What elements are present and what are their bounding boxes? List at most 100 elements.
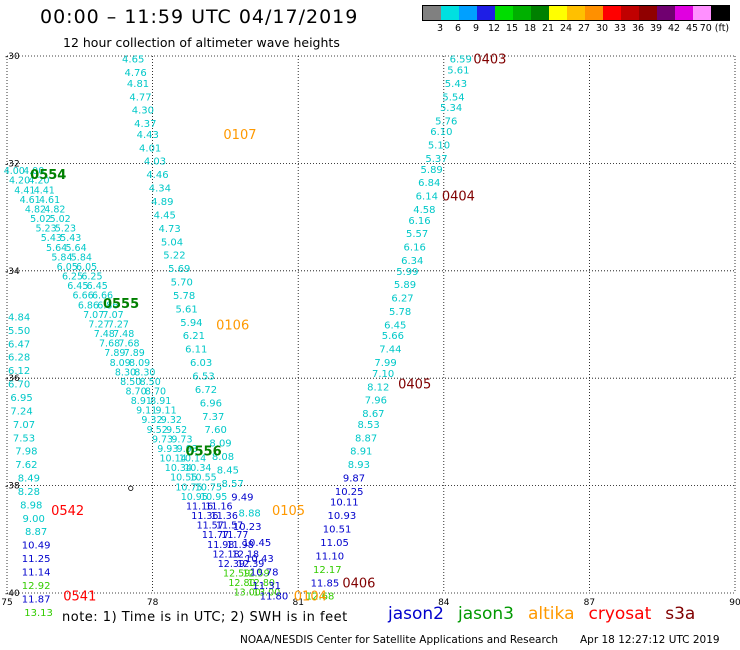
- wave-height-mark: 6.25: [81, 272, 102, 283]
- wave-height-mark: 11.77: [202, 530, 229, 541]
- wave-height-mark: 10.34: [165, 463, 192, 474]
- color-scale-label: 30: [595, 23, 609, 34]
- wave-height-value: 7.62: [15, 460, 37, 471]
- wave-height-value: 10.25: [335, 487, 364, 498]
- wave-height-mark: 12.18: [212, 549, 239, 560]
- legend-item-jason2: jason2: [388, 604, 444, 624]
- color-scale-cell: [711, 6, 729, 20]
- wave-height-mark: 13.00: [234, 588, 261, 599]
- wave-height-mark: 6.66: [73, 291, 94, 302]
- wave-height-mark: 5.43: [60, 233, 81, 244]
- color-scale-bar: [422, 5, 730, 21]
- wave-height-value: 5.70: [171, 278, 193, 289]
- wave-height-mark: 11.57: [197, 521, 224, 532]
- wave-height-mark: 11.98: [227, 540, 254, 551]
- wave-height-mark: 10.95: [200, 492, 227, 503]
- wave-height-value: 6.84: [418, 178, 440, 189]
- wave-height-value: 4.89: [151, 197, 173, 208]
- wave-height-mark: 6.05: [76, 262, 97, 273]
- units-note: note: 1) Time is in UTC; 2) SWH is in fe…: [62, 610, 348, 625]
- wave-height-value: 6.53: [192, 372, 214, 383]
- wave-height-mark: 4.20: [9, 176, 30, 187]
- color-scale-cell: [459, 6, 477, 20]
- wave-height-mark: 4.41: [34, 185, 55, 196]
- wave-height-mark: 7.07: [83, 310, 104, 321]
- wave-height-value: 9.00: [23, 514, 45, 525]
- wave-height-value: 7.98: [15, 447, 37, 458]
- wave-height-value: 5.34: [440, 103, 462, 114]
- wave-height-mark: 8.30: [115, 367, 136, 378]
- pass-label: 0555: [103, 297, 139, 312]
- pass-label: 0556: [185, 445, 221, 460]
- pass-label: 0405: [398, 378, 431, 393]
- wave-height-mark: 10.55: [170, 473, 197, 484]
- wave-height-mark: 5.43: [41, 233, 62, 244]
- wave-height-mark: 8.09: [110, 358, 131, 369]
- wave-height-mark: 4.41: [14, 185, 35, 196]
- wave-height-mark: 8.50: [120, 377, 141, 388]
- wave-height-mark: 5.02: [50, 214, 71, 225]
- wave-height-value: 4.43: [137, 130, 159, 141]
- color-scale-cell: [549, 6, 567, 20]
- wave-height-mark: 11.98: [207, 540, 234, 551]
- wave-height-value: 10.49: [22, 541, 51, 552]
- wave-height-value: 7.60: [205, 425, 227, 436]
- pass-label: 0554: [30, 168, 66, 183]
- wave-height-value: 4.37: [134, 119, 156, 130]
- wave-height-value: 5.94: [180, 318, 202, 329]
- wave-height-value: 8.28: [18, 487, 40, 498]
- wave-height-value: 11.14: [22, 568, 51, 579]
- wave-height-value: 9.49: [231, 492, 253, 503]
- latitude-tick-label: -40: [5, 589, 20, 599]
- pass-label: 0542: [51, 504, 84, 519]
- wave-height-mark: 12.18: [232, 549, 259, 560]
- color-scale-labels: 3 6 9 12 15 18 21 24 27 30 33 36 39 42 45 70 (ft): [422, 23, 730, 35]
- color-scale-label: 21: [541, 23, 555, 34]
- color-scale-cell: [639, 6, 657, 20]
- generated-timestamp: Apr 18 12:27:12 UTC 2019: [580, 634, 720, 646]
- color-scale-label: 70 (ft): [699, 23, 730, 34]
- wave-height-mark: 6.25: [62, 272, 83, 283]
- longitude-tick-label: 90: [729, 598, 740, 608]
- color-scale-label: 15: [505, 23, 519, 34]
- wave-height-value: 11.87: [22, 594, 51, 605]
- pass-label: 0406: [342, 576, 375, 591]
- wave-height-value: 5.99: [396, 267, 418, 278]
- wave-height-value: 6.21: [183, 331, 205, 342]
- color-scale-cell: [513, 6, 531, 20]
- wave-height-mark: 6.86: [78, 300, 99, 311]
- longitude-tick-label: 78: [147, 598, 159, 608]
- wave-height-value: 8.91: [350, 447, 372, 458]
- wave-height-value: 8.49: [18, 474, 40, 485]
- wave-height-value: 5.78: [389, 307, 411, 318]
- pass-label: 0104: [294, 590, 327, 605]
- longitude-tick-label: 75: [1, 598, 12, 608]
- wave-height-value: 10.23: [233, 522, 262, 533]
- wave-height-value: 4.30: [132, 106, 154, 117]
- wave-height-value: 11.85: [311, 578, 340, 589]
- map-grid: [6, 55, 736, 594]
- color-scale-label: 39: [649, 23, 663, 34]
- wave-height-value: 6.45: [384, 321, 406, 332]
- legend-item-altika: altika: [528, 604, 575, 624]
- wave-height-mark: 12.80: [228, 578, 255, 589]
- wave-height-value: 10.93: [328, 511, 357, 522]
- wave-height-value: 6.11: [185, 345, 207, 356]
- color-scale-label: 9: [472, 23, 480, 34]
- wave-height-value: 13.13: [24, 608, 53, 619]
- wave-height-mark: 7.48: [113, 329, 134, 340]
- color-scale-cell: [657, 6, 675, 20]
- wave-height-value: 6.70: [8, 380, 30, 391]
- wave-height-mark: 7.27: [108, 319, 129, 330]
- wave-height-mark: 6.45: [87, 281, 108, 292]
- wave-height-mark: 12.39: [218, 559, 245, 570]
- wave-height-mark: 9.11: [155, 406, 176, 417]
- wave-height-mark: 12.80: [248, 578, 275, 589]
- wave-height-mark: 9.52: [147, 425, 168, 436]
- latitude-tick-label: -30: [5, 52, 20, 62]
- wave-height-mark: 6.05: [57, 262, 78, 273]
- pass-label: 0541: [63, 590, 96, 605]
- wave-height-value: 8.87: [355, 433, 377, 444]
- latitude-tick-label: -36: [5, 374, 20, 384]
- wave-height-value: 7.10: [372, 369, 394, 380]
